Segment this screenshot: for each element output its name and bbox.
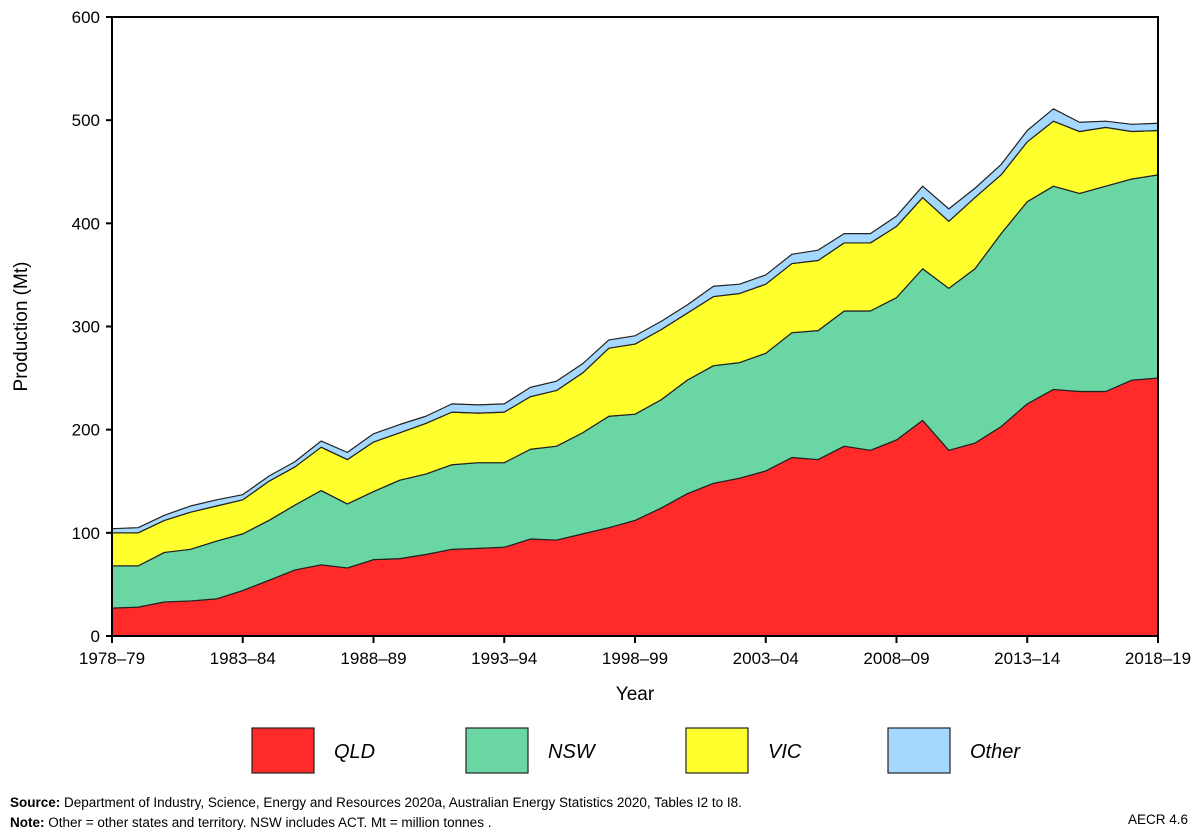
y-tick-label: 500 (72, 111, 100, 130)
legend-label-qld: QLD (334, 741, 375, 763)
source-note: Source: Department of Industry, Science,… (10, 795, 742, 810)
note-label: Note: (10, 815, 45, 830)
source-label: Source: (10, 795, 61, 810)
x-tick-label: 1978–79 (79, 649, 145, 668)
legend-swatch-other (887, 727, 951, 774)
y-tick-label: 300 (72, 318, 100, 337)
x-tick-label: 1998–99 (602, 649, 668, 668)
x-tick-label: 2013–14 (994, 649, 1060, 668)
x-tick-label: 1993–94 (471, 649, 537, 668)
legend-label-other: Other (970, 741, 1021, 763)
y-tick-label: 100 (72, 524, 100, 543)
note: Note: Other = other states and territory… (10, 815, 491, 830)
legend-swatch-qld (251, 727, 315, 774)
x-tick-label: 2003–04 (733, 649, 799, 668)
y-tick-label: 400 (72, 214, 100, 233)
y-axis-label: Production (Mt) (11, 262, 32, 392)
y-tick-label: 0 (91, 627, 100, 646)
legend-swatch-vic (685, 727, 749, 774)
stacked-area-chart: 0 100 200 300 400 500 600 1978–79 1983–84 1988–89… (11, 8, 1191, 774)
legend-swatch-nsw (465, 727, 529, 774)
y-tick-label: 600 (72, 8, 100, 27)
x-tick-label: 1988–89 (340, 649, 406, 668)
legend-label-nsw: NSW (548, 741, 597, 763)
x-tick-label: 1983–84 (210, 649, 276, 668)
note-text: Other = other states and territory. NSW … (48, 815, 492, 830)
x-tick-label: 2018–19 (1125, 649, 1191, 668)
source-text: Department of Industry, Science, Energy … (64, 795, 742, 810)
y-tick-label: 200 (72, 421, 100, 440)
legend-label-vic: VIC (768, 741, 802, 763)
x-axis-label: Year (616, 684, 655, 705)
x-tick-label: 2008–09 (863, 649, 929, 668)
figure-id: AECR 4.6 (1127, 812, 1188, 827)
